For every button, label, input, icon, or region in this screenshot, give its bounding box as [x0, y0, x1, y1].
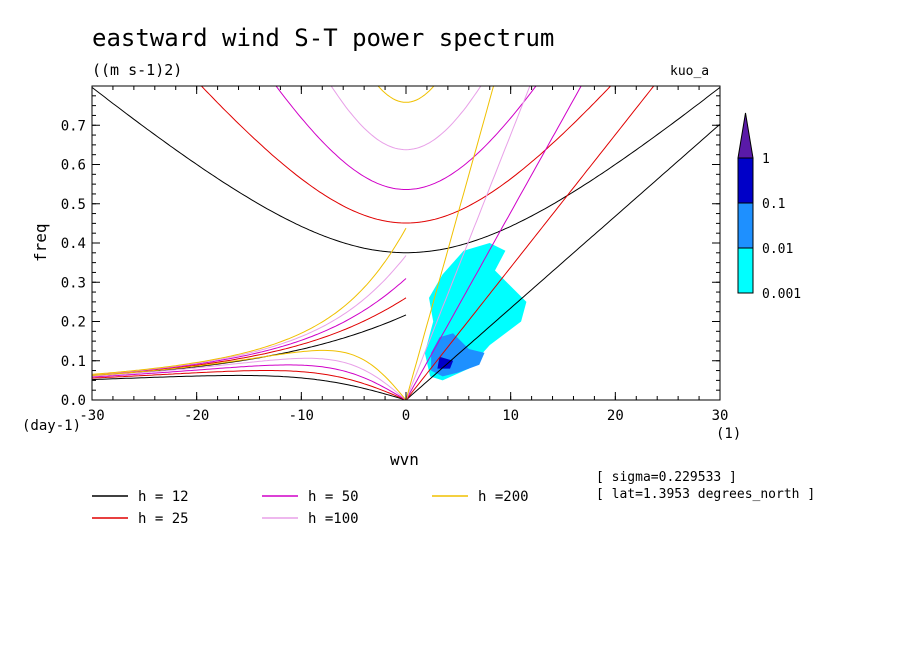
dispersion-curve-ig-h200 — [377, 86, 435, 103]
colorbar: 0.001 0.01 0.1 1 — [737, 112, 801, 302]
dispersion-curve-ross-h12 — [92, 374, 407, 400]
y-axis-label: freq — [31, 223, 50, 262]
dispersion-curve-ig-h12 — [92, 87, 720, 254]
colorbar-triangle — [737, 112, 754, 159]
dispersion-curve-mrg-h25 — [92, 297, 407, 376]
dispersion-curve-kel-h25 — [405, 86, 655, 400]
chart-title: eastward wind S-T power spectrum — [92, 24, 554, 52]
x-tick-label: 10 — [502, 408, 519, 424]
dispersion-curve-kel-h100 — [405, 86, 531, 400]
colorbar-box — [737, 247, 754, 294]
x-tick-label: 20 — [607, 408, 624, 424]
dispersion-curves — [92, 86, 720, 400]
colorbar-box — [737, 157, 754, 204]
x-tick-label: -30 — [79, 408, 104, 424]
y-tick-label: 0.3 — [61, 275, 86, 291]
y-unit-label: (day-1) — [22, 418, 81, 434]
y-tick-label: 0.6 — [61, 158, 86, 174]
colorbar-level-label: 0.1 — [762, 197, 785, 212]
dataset-label: kuo_a — [670, 64, 709, 79]
dispersion-curve-ross-h50 — [92, 364, 407, 400]
dispersion-curve-ross-h200 — [92, 349, 407, 400]
dispersion-curve-mrg-h200 — [92, 227, 407, 375]
y-tick-label: 0.1 — [61, 354, 86, 370]
colorbar-level-label: 1 — [762, 152, 770, 167]
dispersion-curve-kel-h200 — [405, 86, 495, 400]
x-axis-label: wvn — [390, 450, 419, 469]
y-tick-label: 0.0 — [61, 393, 86, 409]
y-tick-label: 0.4 — [61, 236, 86, 252]
sigma-annotation: [ sigma=0.229533 ] — [596, 470, 737, 485]
x-tick-label: -20 — [184, 408, 209, 424]
legend-label: h =200 — [478, 489, 529, 505]
x-tick-label: 0 — [402, 408, 410, 424]
x-tick-label: 30 — [712, 408, 729, 424]
lat-annotation: [ lat=1.3953 degrees_north ] — [596, 487, 815, 502]
dispersion-curve-ig-h50 — [275, 86, 537, 190]
dispersion-curve-ross-h100 — [92, 357, 407, 400]
dispersion-curve-ross-h25 — [92, 370, 407, 400]
legend: h = 12 h = 25 h = 50 h =100 h =200 — [92, 489, 529, 527]
colorbar-level-label: 0.01 — [762, 242, 793, 257]
legend-label: h =100 — [308, 511, 359, 527]
dispersion-curve-kel-h50 — [405, 86, 582, 400]
axis-ticks: -30 -20 -10 0 10 20 30 0.0 0.1 0.2 0.3 0.4 0.5 0.6 0.7 — [61, 86, 729, 424]
legend-label: h = 25 — [138, 511, 189, 527]
y-tick-label: 0.2 — [61, 315, 86, 331]
y-tick-label: 0.5 — [61, 197, 86, 213]
chart-units: ((m s-1)2) — [92, 61, 182, 79]
dispersion-curve-ig-h100 — [330, 86, 482, 151]
power-region-0_1 — [437, 356, 454, 369]
x-unit-label: (1) — [716, 426, 741, 442]
legend-label: h = 12 — [138, 489, 189, 505]
y-tick-label: 0.7 — [61, 118, 86, 134]
plot-frame — [91, 85, 721, 401]
dispersion-curve-ig-h25 — [200, 86, 612, 224]
x-tick-label: -10 — [289, 408, 314, 424]
dispersion-curve-kel-h12 — [405, 123, 720, 400]
colorbar-level-label: 0.001 — [762, 287, 801, 302]
legend-label: h = 50 — [308, 489, 359, 505]
colorbar-box — [737, 202, 754, 249]
